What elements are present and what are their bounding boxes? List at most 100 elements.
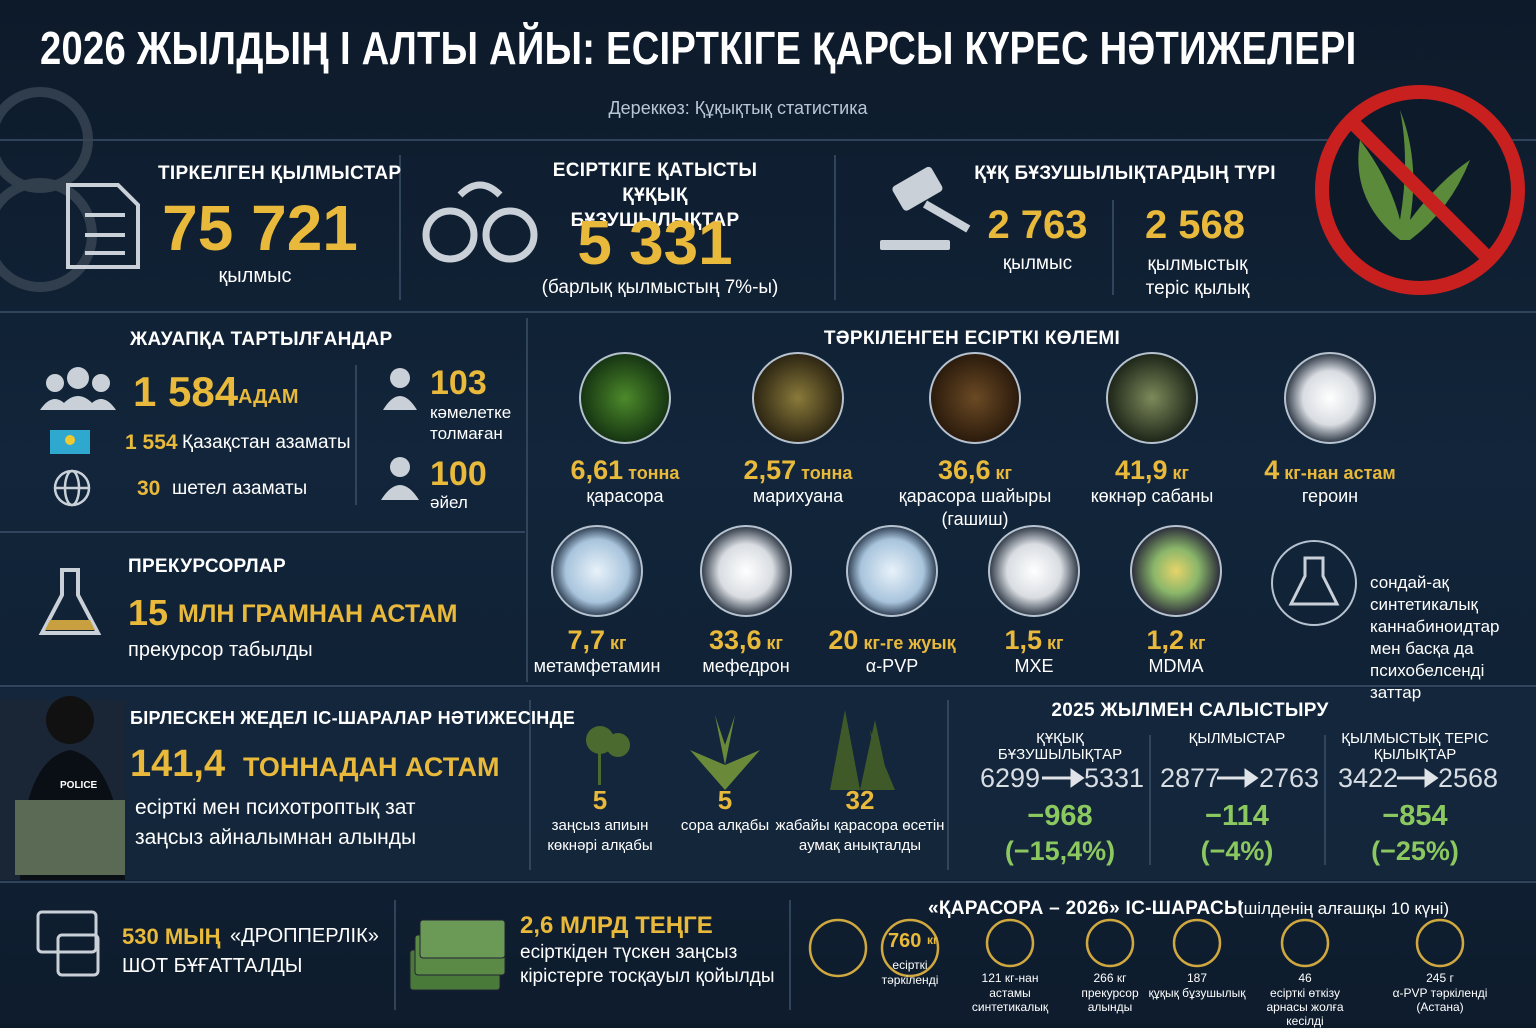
seized-unit: кг: [1172, 463, 1190, 483]
seized-amount: 33,6 кг: [656, 625, 836, 656]
precursor-unit: МЛН ГРАМНАН АСТАМ: [178, 600, 458, 628]
seized-amount: 36,6 кг: [885, 455, 1065, 486]
precursor-value: 15: [128, 592, 169, 633]
operation-value: 121 кг-нан: [981, 971, 1039, 985]
operation-value: 266 кг: [1093, 971, 1127, 985]
accused-unit: АДАМ: [238, 386, 299, 408]
seized-other: сондай-ақ синтетикалық каннабиноидтар ме…: [1370, 573, 1500, 702]
seized-unit: тонна: [801, 463, 853, 483]
field-label: жабайы қарасора өсетін аумақ анықталды: [775, 817, 945, 854]
seized-name: MDMA: [1148, 656, 1204, 676]
comparison-from: 6299: [980, 763, 1041, 793]
seized-unit: тонна: [628, 463, 680, 483]
comparison-change: −114: [1205, 800, 1269, 832]
seized-name: қарасора шайыры (гашиш): [898, 486, 1052, 529]
seized-name: MXE: [1014, 656, 1054, 676]
seized-value: 6,61: [570, 455, 624, 485]
seized-name: героин: [1301, 486, 1359, 506]
accounts-label: «ДРОППЕРЛІК»: [230, 925, 379, 947]
seized-value: 20: [828, 625, 859, 655]
source: Дереккөз: Құқықтық статистика: [608, 98, 868, 118]
comparison-percent: (−15,4%): [1004, 836, 1116, 866]
operation-label: құқық бұзушылық: [1148, 986, 1246, 1000]
section-title: ПРЕКУРСОРЛАР: [128, 556, 286, 577]
stat-value: 5 331: [577, 209, 733, 278]
operation-title: «ҚАРАСОРА – 2026» ІС-ШАРАСЫ: [928, 898, 1243, 919]
foreign-label: шетел азаматы: [172, 478, 308, 499]
seized-name: марихуана: [752, 486, 844, 506]
stat-sublabel: қылмыс: [1002, 253, 1073, 274]
comparison-label: ҚҰҚЫҚ БҰЗУШЫЛЫҚТАР: [997, 730, 1123, 763]
seized-amount: 4 кг-нан астам: [1240, 455, 1420, 486]
seized-value: 36,6: [937, 455, 991, 485]
section-title: ЖАУАПҚА ТАРТЫЛҒАНДАР: [130, 329, 393, 350]
operation-label: есірткі тәркіленді: [881, 958, 939, 987]
stat-note: (барлық қылмыстың 7%-ы): [541, 277, 779, 298]
field-value: 32: [845, 785, 875, 815]
comparison-to: 2763: [1259, 763, 1320, 793]
accounts-value: 530 МЫҢ: [122, 924, 221, 949]
operation-label: α-PVP тәркіленді (Астана): [1392, 986, 1488, 1014]
field-value: 5: [592, 785, 608, 815]
stat-value: 75 721: [162, 192, 358, 264]
seized-amount: 1,5 кг: [944, 625, 1124, 656]
money-value: 2,6 МЛРД ТЕҢГЕ: [520, 912, 713, 939]
comparison-label: ҚЫЛМЫСТЫҚ ТЕРІС ҚЫЛЫҚТАР: [1341, 730, 1489, 763]
seized-unit: кг: [995, 463, 1013, 483]
seized-unit: кг-ге жуық: [863, 633, 956, 653]
stat-label: ТІРКЕЛГЕН ҚЫЛМЫСТАР: [158, 163, 402, 184]
comparison-to: 5331: [1084, 763, 1145, 793]
seized-value: 1,5: [1004, 625, 1043, 655]
section-title: ТӘРКІЛЕНГЕН ЕСІРТКІ КӨЛЕМІ: [823, 328, 1121, 349]
seized-value: 33,6: [708, 625, 762, 655]
seized-value: 41,9: [1114, 455, 1168, 485]
police-badge: POLICE: [60, 780, 98, 791]
comparison-percent: (−4%): [1200, 836, 1274, 866]
comparison-from: 2877: [1160, 763, 1221, 793]
field-value: 5: [717, 785, 733, 815]
operation-label: астамы синтетикалық: [971, 986, 1049, 1014]
stat-label: ЕСІРТКІГЕ ҚАТЫСТЫ ҚҰҚЫҚ БҰЗУШЫЛЫҚТАР: [552, 160, 758, 231]
operation-value: 187: [1186, 971, 1208, 985]
operation-value: 46: [1298, 971, 1312, 985]
women-value: 100: [430, 455, 487, 493]
operation-value: 245 г: [1426, 971, 1454, 985]
comparison-percent: (−25%): [1371, 836, 1459, 866]
comparison-to: 2568: [1438, 763, 1499, 793]
operation-unit: кг: [927, 933, 939, 947]
seized-amount: 7,7 кг: [507, 625, 687, 656]
money-label: есірткіден түскен заңсыз кірістерге тосқ…: [520, 942, 775, 987]
stat-unit: қылмыс: [218, 265, 292, 287]
operation-subtitle: (шілденің алғашқы 10 күні): [1238, 899, 1450, 918]
accounts-label: ШОТ БҰҒАТТАЛДЫ: [122, 955, 303, 977]
seized-unit: кг: [1189, 633, 1206, 653]
title: 2026 ЖЫЛДЫҢ І АЛТЫ АЙЫ: ЕСІРТКІГЕ ҚАРСЫ …: [40, 22, 1357, 74]
operations-label: есірткі мен психотроптық зат заңсыз айна…: [135, 796, 417, 849]
comparison-change: −968: [1027, 800, 1093, 832]
operations-unit: ТОННАДАН АСТАМ: [243, 752, 500, 782]
seized-amount: 20 кг-ге жуық: [802, 625, 982, 656]
field-label: сора алқабы: [680, 817, 770, 834]
seized-amount: 2,57 тонна: [708, 455, 888, 486]
citizens-label: Қазақстан азаматы: [182, 432, 351, 453]
seized-value: 7,7: [567, 625, 606, 655]
seized-unit: кг: [610, 633, 627, 653]
stat-label: ҚҰҚ БҰЗУШЫЛЫҚТАРДЫҢ ТҮРІ: [974, 163, 1276, 184]
women-label: әйел: [430, 493, 468, 512]
section-title: 2025 ЖЫЛМЕН САЛЫСТЫРУ: [1051, 700, 1329, 721]
seized-name: көкнәр сабаны: [1090, 486, 1214, 506]
section-title: БІРЛЕСКЕН ЖЕДЕЛ ІС-ШАРАЛАР НӘТИЖЕСІНДЕ: [130, 708, 576, 728]
foreign-value: 30: [137, 477, 161, 500]
seized-unit: кг-нан астам: [1284, 463, 1396, 483]
seized-amount: 1,2 кг: [1086, 625, 1266, 656]
seized-unit: кг: [766, 633, 784, 653]
stat-value: 2 763: [987, 203, 1088, 247]
comparison-from: 3422: [1338, 763, 1399, 793]
seized-name: α-PVP: [865, 656, 919, 676]
seized-value: 2,57: [743, 455, 797, 485]
accused-total: 1 584: [133, 368, 239, 415]
comparison-change: −854: [1382, 800, 1448, 832]
seized-unit: кг: [1047, 633, 1064, 653]
